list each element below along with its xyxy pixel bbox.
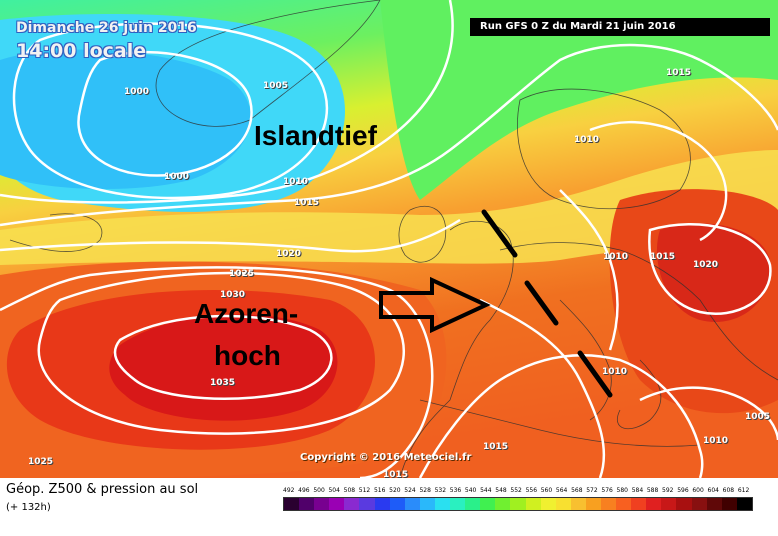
scale-swatch xyxy=(616,498,632,510)
isobar-label: 1010 xyxy=(703,436,729,446)
scale-value: 528 xyxy=(419,487,431,494)
scale-swatch xyxy=(661,498,677,510)
scale-value: 540 xyxy=(464,487,477,494)
copyright-text: Copyright © 2016 Meteociel.fr xyxy=(300,452,472,463)
scale-value: 544 xyxy=(480,487,492,494)
scale-value: 568 xyxy=(571,487,583,494)
isobar-label: 1015 xyxy=(383,470,409,480)
scale-value: 504 xyxy=(328,487,340,494)
scale-swatch xyxy=(691,498,707,510)
scale-swatch xyxy=(359,498,375,510)
scale-swatch xyxy=(450,498,466,510)
map-time: 14:00 locale xyxy=(16,40,147,62)
scale-swatch xyxy=(299,498,315,510)
scale-value: 560 xyxy=(540,487,553,494)
isobar-label: 1020 xyxy=(693,260,719,270)
scale-value: 572 xyxy=(586,487,598,494)
scale-swatch xyxy=(736,498,752,510)
scale-swatch xyxy=(706,498,722,510)
scale-swatch xyxy=(314,498,330,510)
scale-swatch xyxy=(434,498,451,510)
azorenhoch-label-line1: Azoren- xyxy=(194,298,299,329)
scale-swatch xyxy=(419,498,435,510)
scale-swatch xyxy=(465,498,481,510)
scale-swatch xyxy=(344,498,360,510)
scale-value: 608 xyxy=(722,487,735,494)
run-label: Run GFS 0 Z du Mardi 21 juin 2016 xyxy=(470,18,770,36)
scale-value: 512 xyxy=(358,487,371,494)
scale-swatch xyxy=(570,498,586,510)
isobar-label: 1020 xyxy=(276,249,302,259)
isobar-label: 1005 xyxy=(263,81,289,91)
scale-value: 604 xyxy=(707,487,719,494)
weather-map xyxy=(0,0,778,478)
scale-value: 548 xyxy=(495,487,507,494)
scale-swatch xyxy=(525,498,541,510)
isobar-label: 1010 xyxy=(574,135,600,145)
scale-value: 596 xyxy=(677,487,689,494)
scale-value: 496 xyxy=(298,487,310,494)
scale-swatch xyxy=(329,498,345,510)
isobar-label: 1010 xyxy=(283,177,309,187)
isobar-label: 1010 xyxy=(602,367,628,377)
isobar-label: 1030 xyxy=(220,290,246,300)
scale-swatch xyxy=(389,498,405,510)
scale-value: 576 xyxy=(601,487,613,494)
scale-labels: 492 496 500 504 508 512 516 520 524 528 532 536 540 5… xyxy=(283,487,753,497)
scale-swatch xyxy=(404,498,420,510)
azorenhoch-label-line2: hoch xyxy=(214,340,281,371)
isobar-label: 1000 xyxy=(124,87,150,97)
scale-swatch xyxy=(646,498,662,510)
isobar-label: 1010 xyxy=(603,252,629,262)
scale-value: 564 xyxy=(555,487,568,494)
scale-value: 612 xyxy=(737,487,750,494)
scale-swatch xyxy=(600,498,617,510)
scale-value: 552 xyxy=(510,487,522,494)
scale-swatch xyxy=(631,498,647,510)
scale-value: 588 xyxy=(646,487,659,494)
scale-swatch xyxy=(495,498,511,510)
scale-value: 592 xyxy=(662,487,674,494)
scale-swatch xyxy=(374,498,390,510)
scale-value: 508 xyxy=(343,487,356,494)
scale-value: 556 xyxy=(525,487,538,494)
isobar-label: 1025 xyxy=(229,269,255,279)
scale-value: 500 xyxy=(313,487,325,494)
scale-value: 524 xyxy=(404,487,416,494)
scale-swatch xyxy=(540,498,556,510)
isobar-label: 1000 xyxy=(164,172,190,182)
isobar-label: 1035 xyxy=(210,378,236,388)
scale-value: 536 xyxy=(449,487,462,494)
legend-title: Géop. Z500 & pression au sol xyxy=(6,482,199,497)
scale-value: 600 xyxy=(692,487,704,494)
scale-swatch xyxy=(585,498,601,510)
scale-value: 532 xyxy=(434,487,447,494)
scale-value: 584 xyxy=(631,487,644,494)
isobar-label: 1015 xyxy=(666,68,692,78)
scale-swatch xyxy=(284,498,300,510)
scale-value: 580 xyxy=(616,487,628,494)
isobar-label: 1015 xyxy=(650,252,676,262)
scale-swatch xyxy=(510,498,526,510)
scale-swatch xyxy=(721,498,737,510)
scale-swatch xyxy=(480,498,496,510)
scale-value: 520 xyxy=(389,487,401,494)
scale-swatch xyxy=(555,498,571,510)
isobar-label: 1025 xyxy=(28,457,54,467)
islandtief-label: Islandtief xyxy=(254,120,377,151)
map-date: Dimanche 26 juin 2016 xyxy=(16,20,197,36)
scale-swatch xyxy=(676,498,692,510)
legend-subtitle: (+ 132h) xyxy=(6,502,51,513)
color-scale xyxy=(283,497,753,511)
scale-value: 516 xyxy=(373,487,386,494)
isobar-label: 1015 xyxy=(483,442,509,452)
isobar-label: 1015 xyxy=(294,198,320,208)
scale-value: 492 xyxy=(283,487,295,494)
isobar-label: 1005 xyxy=(745,412,771,422)
